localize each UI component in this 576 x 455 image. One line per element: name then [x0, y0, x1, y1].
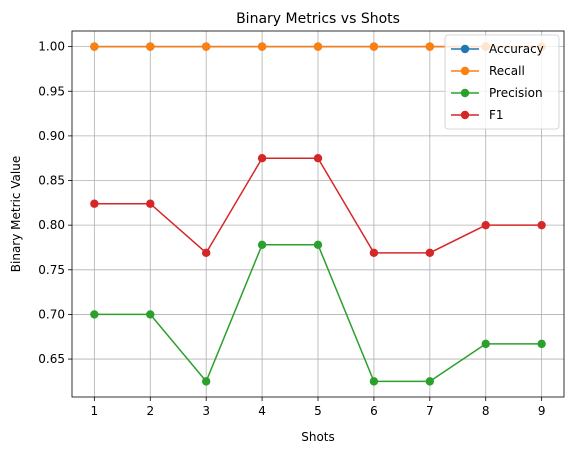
legend-marker-swatch	[461, 89, 469, 97]
precision-point	[426, 377, 434, 385]
recall-point	[90, 42, 98, 50]
recall-point	[426, 42, 434, 50]
recall-point	[258, 42, 266, 50]
x-tick-label: 6	[370, 404, 378, 418]
legend: Accuracy Recall Precision F1	[445, 35, 559, 129]
x-tick-label: 9	[538, 404, 546, 418]
f1-point	[146, 200, 154, 208]
f1-point	[482, 221, 490, 229]
f1-point	[90, 200, 98, 208]
x-tick-label: 1	[91, 404, 99, 418]
y-tick-label: 0.95	[38, 84, 65, 98]
recall-point	[202, 42, 210, 50]
x-tick-label: 8	[482, 404, 490, 418]
precision-point	[314, 241, 322, 249]
y-tick-label: 0.70	[38, 307, 65, 321]
y-tick-label: 0.80	[38, 218, 65, 232]
f1-point	[314, 154, 322, 162]
x-tick-label: 2	[146, 404, 154, 418]
precision-point	[258, 241, 266, 249]
legend-marker-swatch	[461, 45, 469, 53]
f1-point	[537, 221, 545, 229]
f1-point	[202, 249, 210, 257]
y-tick-label: 1.00	[38, 40, 65, 54]
x-tick-label: 3	[202, 404, 210, 418]
legend-label: Accuracy	[489, 42, 544, 56]
legend-label: Precision	[489, 86, 543, 100]
precision-point	[537, 340, 545, 348]
f1-point	[426, 249, 434, 257]
f1-point	[258, 154, 266, 162]
legend-label: F1	[489, 108, 504, 122]
y-tick-label: 0.65	[38, 352, 65, 366]
precision-point	[202, 377, 210, 385]
recall-point	[314, 42, 322, 50]
y-tick-label: 0.75	[38, 263, 65, 277]
legend-label: Recall	[489, 64, 525, 78]
x-axis-label: Shots	[301, 430, 335, 444]
legend-marker-swatch	[461, 111, 469, 119]
f1-point	[370, 249, 378, 257]
recall-point	[146, 42, 154, 50]
y-tick-label: 0.90	[38, 129, 65, 143]
x-tick-label: 4	[258, 404, 266, 418]
precision-point	[482, 340, 490, 348]
precision-point	[90, 310, 98, 318]
precision-point	[146, 310, 154, 318]
legend-marker-swatch	[461, 67, 469, 75]
x-tick-label: 5	[314, 404, 322, 418]
chart-title: Binary Metrics vs Shots	[236, 11, 400, 27]
y-tick-label: 0.85	[38, 174, 65, 188]
y-axis-label: Binary Metric Value	[9, 156, 23, 272]
recall-point	[370, 42, 378, 50]
precision-point	[370, 377, 378, 385]
x-tick-label: 7	[426, 404, 434, 418]
